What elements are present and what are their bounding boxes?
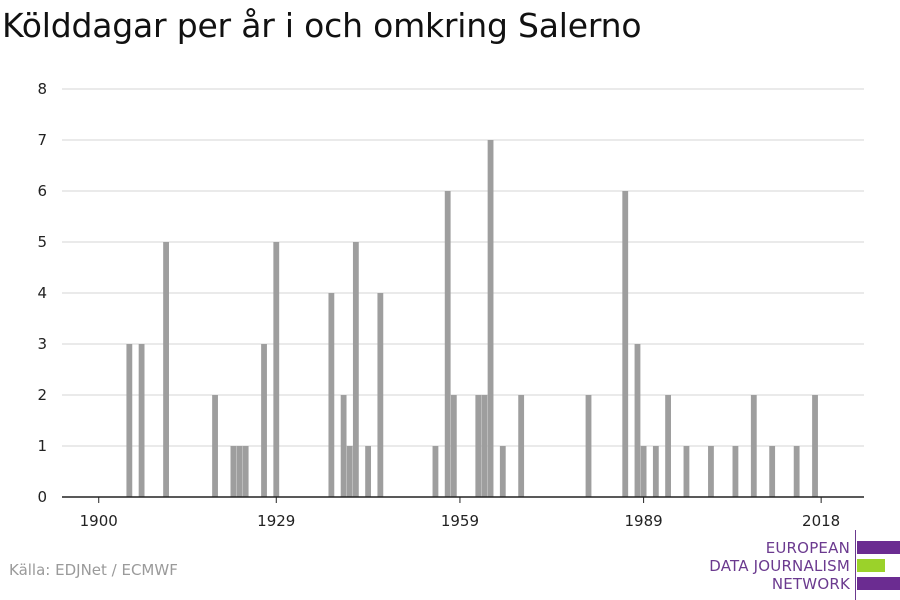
- logo-bar-purple-bottom: [857, 577, 900, 590]
- bar: [432, 446, 439, 497]
- y-axis-labels: 0 1 2 3 4 5 6 7 8: [37, 80, 47, 506]
- y-tick-label: 8: [37, 80, 47, 98]
- logo-bar-green: [857, 559, 885, 572]
- bar: [126, 344, 133, 497]
- x-tick-label: 1989: [625, 512, 663, 530]
- y-tick-label: 1: [37, 437, 47, 455]
- bar: [163, 242, 169, 497]
- bar: [622, 191, 629, 497]
- bar: [444, 191, 451, 497]
- bar: [708, 446, 714, 497]
- bar: [812, 395, 818, 497]
- bar: [261, 344, 267, 497]
- y-tick-label: 4: [37, 284, 47, 302]
- bar: [450, 395, 457, 497]
- bar: [352, 242, 359, 497]
- y-tick-label: 6: [37, 182, 47, 200]
- logo-line-1: EUROPEAN: [765, 539, 850, 557]
- bar: [340, 395, 347, 497]
- bar: [499, 446, 506, 497]
- bar: [138, 344, 145, 497]
- bar: [242, 446, 249, 497]
- bar: [683, 446, 690, 497]
- bar: [236, 446, 243, 497]
- x-tick-label: 1959: [441, 512, 479, 530]
- bar: [273, 242, 280, 497]
- x-tick-label: 1929: [257, 512, 295, 530]
- bar: [732, 446, 739, 497]
- bar: [652, 446, 659, 497]
- bar: [640, 446, 647, 497]
- y-tick-label: 7: [37, 131, 47, 149]
- gridlines: [62, 88, 864, 447]
- bar: [665, 395, 671, 497]
- y-tick-label: 0: [37, 488, 47, 506]
- bar: [377, 293, 384, 497]
- bar: [793, 446, 800, 497]
- bar: [212, 395, 218, 497]
- edjnet-logo: EUROPEAN DATA JOURNALISM NETWORK: [700, 530, 900, 600]
- bar: [518, 395, 525, 497]
- bar: [346, 446, 353, 497]
- x-axis-labels: 1900 1929 1959 1989 2018: [80, 497, 840, 530]
- y-tick-label: 2: [37, 386, 47, 404]
- bar: [481, 395, 488, 497]
- y-tick-label: 3: [37, 335, 47, 353]
- bar: [230, 446, 237, 497]
- logo-line-2: DATA JOURNALISM: [709, 557, 850, 575]
- x-tick-label: 2018: [802, 512, 840, 530]
- y-tick-label: 5: [37, 233, 47, 251]
- bar: [365, 446, 372, 497]
- source-note: Källa: EDJNet / ECMWF: [9, 561, 178, 579]
- bars: [126, 140, 818, 497]
- logo-line-3: NETWORK: [771, 575, 850, 593]
- bar: [750, 395, 757, 497]
- x-tick-label: 1900: [80, 512, 118, 530]
- bar: [475, 395, 482, 497]
- bar: [769, 446, 776, 497]
- bar: [585, 395, 592, 497]
- logo-divider: [855, 530, 856, 600]
- logo-bar-purple-top: [857, 541, 900, 554]
- chart-title: Kölddagar per år i och omkring Salerno: [2, 6, 642, 45]
- bar: [487, 140, 494, 497]
- bar: [634, 344, 641, 497]
- bar: [328, 293, 335, 497]
